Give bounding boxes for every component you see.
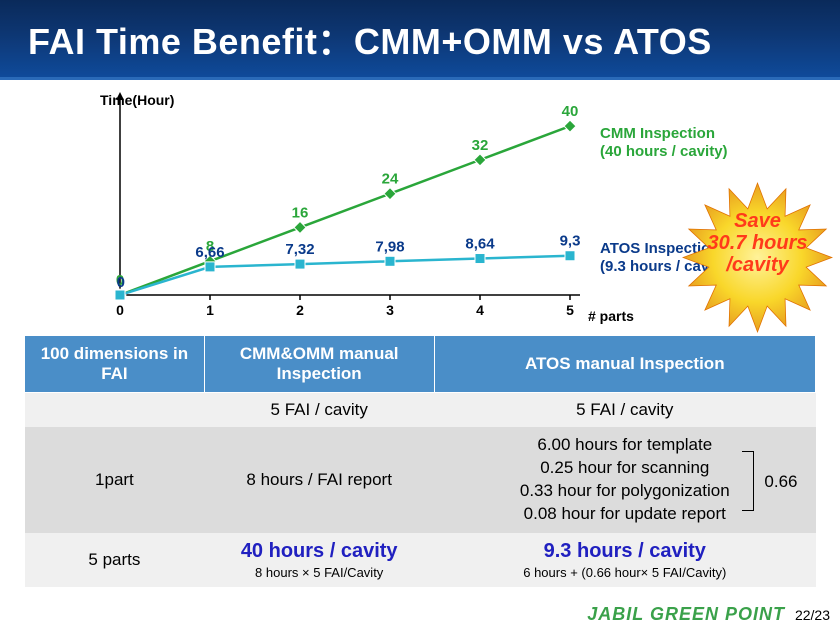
svg-text:0: 0 (116, 302, 124, 318)
cell (25, 393, 205, 428)
comparison-table: 100 dimensions in FAI CMM&OMM manual Ins… (24, 335, 816, 587)
atos-formula: 6 hours + (0.66 hour× 5 FAI/Cavity) (444, 565, 805, 580)
cell: 5 parts (25, 533, 205, 587)
svg-text:32: 32 (472, 137, 489, 154)
svg-text:9,3: 9,3 (560, 233, 580, 250)
burst-line1: Save (680, 210, 835, 232)
x-axis-label: # parts (588, 308, 634, 324)
th-atos: ATOS manual Inspection (434, 336, 815, 393)
table-header-row: 100 dimensions in FAI CMM&OMM manual Ins… (25, 336, 816, 393)
cmm-formula: 8 hours × 5 FAI/Cavity (214, 565, 424, 580)
atos-sum: 0.66 (764, 471, 797, 494)
th-dimensions: 100 dimensions in FAI (25, 336, 205, 393)
cell: 5 FAI / cavity (204, 393, 434, 428)
cell: 8 hours / FAI report (204, 427, 434, 533)
th-cmmomm: CMM&OMM manual Inspection (204, 336, 434, 393)
atos-total: 9.3 hours / cavity (544, 540, 706, 562)
burst-line3: /cavity (680, 254, 835, 276)
svg-text:7,98: 7,98 (375, 238, 404, 255)
svg-text:5: 5 (566, 302, 574, 318)
cell: 1part (25, 427, 205, 533)
svg-text:0: 0 (117, 274, 125, 291)
cell: 40 hours / cavity 8 hours × 5 FAI/Cavity (204, 533, 434, 587)
cell: 9.3 hours / cavity 6 hours + (0.66 hour×… (434, 533, 815, 587)
table-row: 5 parts 40 hours / cavity 8 hours × 5 FA… (25, 533, 816, 587)
legend-cmm-sub: (40 hours / cavity) (600, 143, 728, 161)
svg-text:4: 4 (476, 302, 484, 318)
cell-atos-detail: 6.00 hours for template 0.25 hour for sc… (434, 427, 815, 533)
page-number: 22/23 (795, 607, 830, 623)
svg-text:2: 2 (296, 302, 304, 318)
legend-cmm-title: CMM Inspection (600, 125, 728, 143)
cmm-total: 40 hours / cavity (241, 540, 398, 562)
bracket-icon (742, 451, 754, 511)
svg-text:8,64: 8,64 (465, 236, 495, 253)
svg-text:24: 24 (382, 171, 399, 188)
brand-logo: JABIL GREEN POINT (587, 604, 785, 625)
svg-text:16: 16 (292, 204, 309, 221)
svg-text:6,66: 6,66 (195, 244, 224, 261)
table-row: 5 FAI / cavity 5 FAI / cavity (25, 393, 816, 428)
burst-line2: 30.7 hours (680, 232, 835, 254)
chart-area: Time(Hour) 012345081624324006,667,327,98… (0, 90, 840, 335)
title-bar: FAI Time Benefit：CMM+OMM vs ATOS (0, 0, 840, 80)
starburst-text: Save 30.7 hours /cavity (680, 210, 835, 276)
cell: 5 FAI / cavity (434, 393, 815, 428)
svg-text:7,32: 7,32 (285, 241, 314, 258)
svg-text:3: 3 (386, 302, 394, 318)
svg-text:40: 40 (562, 103, 579, 120)
table-row: 1part 8 hours / FAI report 6.00 hours fo… (25, 427, 816, 533)
svg-text:1: 1 (206, 302, 214, 318)
slide-title: FAI Time Benefit：CMM+OMM vs ATOS (28, 13, 712, 65)
line-chart: 012345081624324006,667,327,988,649,3 (100, 90, 580, 325)
legend-cmm: CMM Inspection (40 hours / cavity) (600, 125, 728, 161)
